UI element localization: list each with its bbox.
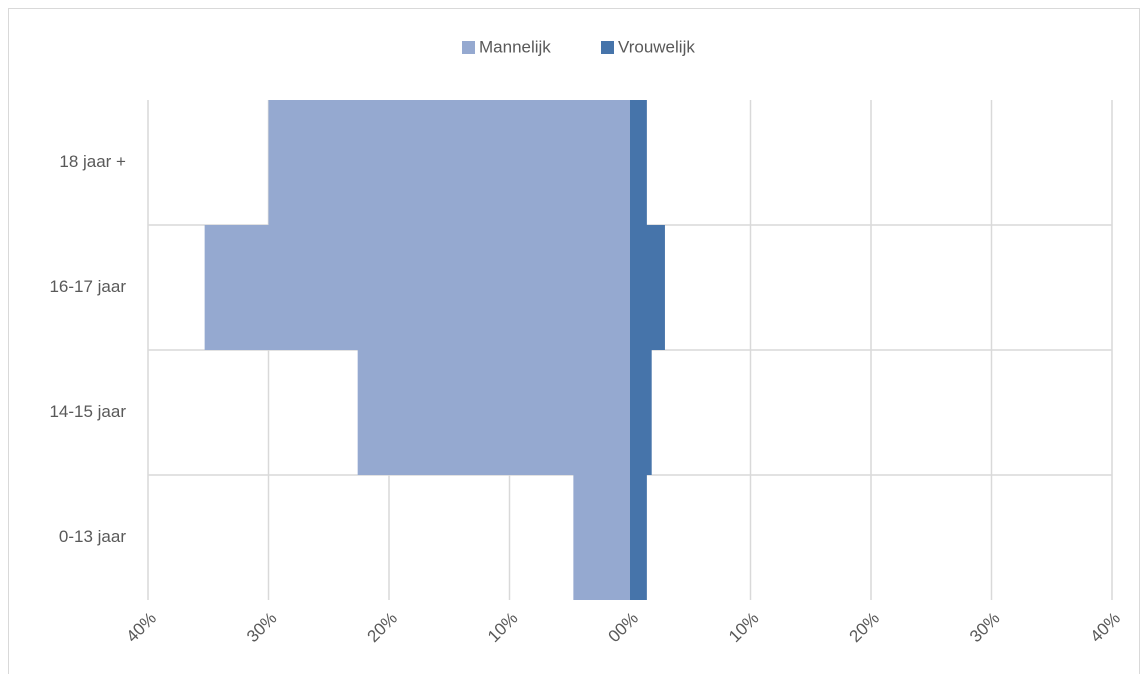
y-tick-label: 16-17 jaar bbox=[49, 277, 126, 296]
y-tick-label: 18 jaar + bbox=[59, 152, 126, 171]
y-tick-label: 0-13 jaar bbox=[59, 527, 126, 546]
legend-label: Mannelijk bbox=[479, 37, 551, 56]
bar bbox=[268, 100, 630, 225]
bar bbox=[630, 100, 647, 225]
legend-label: Vrouwelijk bbox=[618, 37, 695, 56]
legend-swatch bbox=[601, 41, 614, 54]
bar bbox=[204, 225, 630, 350]
bar bbox=[573, 475, 630, 600]
bar bbox=[357, 350, 630, 475]
bar bbox=[630, 475, 647, 600]
y-tick-label: 14-15 jaar bbox=[49, 402, 126, 421]
bar bbox=[630, 225, 665, 350]
legend-swatch bbox=[462, 41, 475, 54]
bar bbox=[630, 350, 652, 475]
